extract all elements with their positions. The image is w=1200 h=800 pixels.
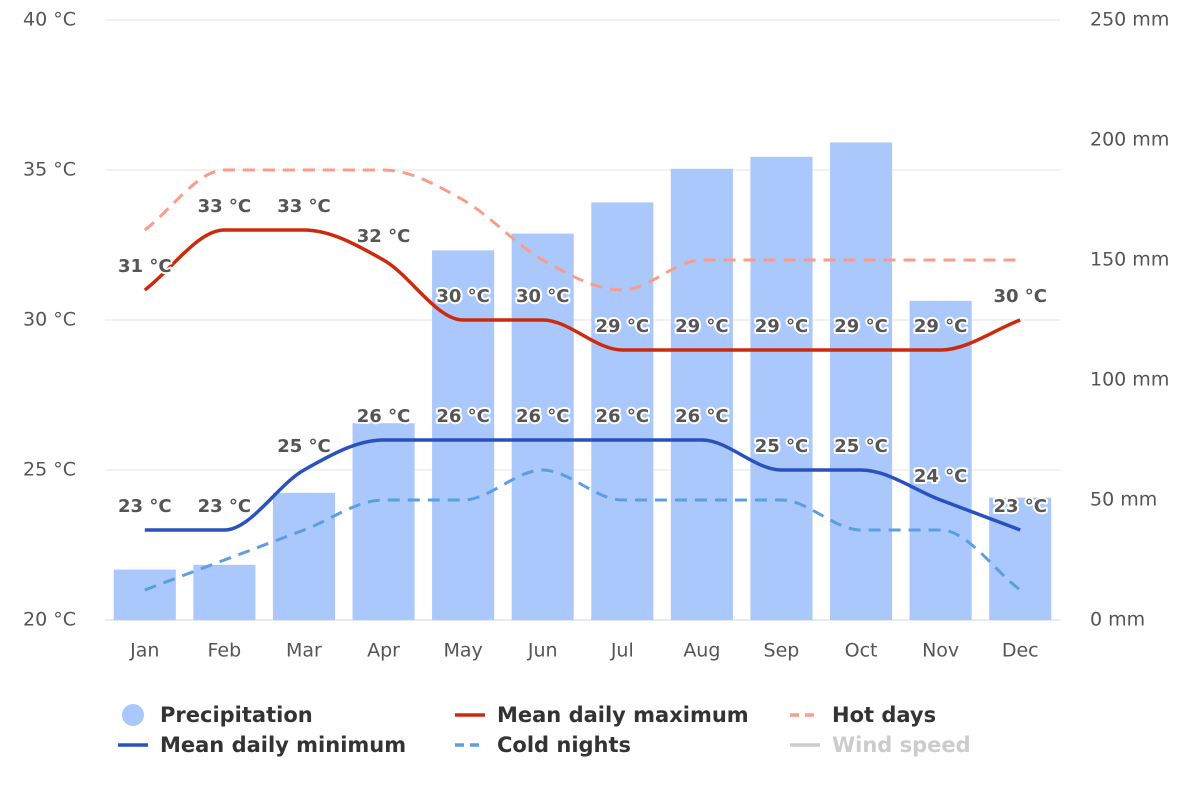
- y-tick-label: 40 °C: [23, 9, 76, 31]
- legend-label[interactable]: Hot days: [832, 703, 936, 727]
- line-series: [144, 468, 1022, 592]
- data-label: 30 °C: [436, 286, 490, 307]
- data-label: 29 °C: [755, 316, 809, 337]
- legend-label[interactable]: Mean daily minimum: [160, 733, 406, 757]
- data-label: 31 °C: [118, 256, 172, 277]
- line-series: [144, 438, 1021, 532]
- y2-tick-label: 250 mm: [1090, 9, 1169, 31]
- bar: [352, 423, 415, 620]
- bar: [272, 492, 335, 620]
- y2-tick-label: 50 mm: [1090, 489, 1157, 511]
- legend-label[interactable]: Wind speed: [832, 733, 971, 757]
- x-tick-label: Jun: [527, 640, 558, 662]
- line-series: [143, 228, 1021, 352]
- data-label: 25 °C: [834, 436, 888, 457]
- bar: [830, 142, 893, 620]
- x-tick-label: Nov: [922, 640, 959, 662]
- bar: [511, 233, 574, 620]
- x-tick-label: Aug: [683, 640, 720, 662]
- data-label: 25 °C: [277, 436, 331, 457]
- y2-tick-label: 200 mm: [1090, 129, 1169, 151]
- y-tick-label: 20 °C: [23, 609, 76, 631]
- x-tick-label: May: [443, 640, 482, 662]
- bar: [193, 564, 256, 620]
- y-tick-label: 25 °C: [23, 459, 76, 481]
- data-label: 23 °C: [198, 496, 252, 517]
- data-label: 33 °C: [198, 196, 252, 217]
- data-label: 26 °C: [357, 406, 411, 427]
- data-label: 25 °C: [755, 436, 809, 457]
- data-label: 30 °C: [516, 286, 570, 307]
- y-tick-label: 35 °C: [23, 159, 76, 181]
- bar: [670, 168, 733, 621]
- data-label: 32 °C: [357, 226, 411, 247]
- y2-tick-label: 150 mm: [1090, 249, 1169, 271]
- legend-label[interactable]: Precipitation: [160, 703, 313, 727]
- bar: [750, 156, 813, 621]
- x-tick-label: Feb: [208, 640, 242, 662]
- data-label: 26 °C: [516, 406, 570, 427]
- bar: [989, 497, 1052, 620]
- legend-label[interactable]: Mean daily maximum: [497, 703, 749, 727]
- data-label: 23 °C: [993, 496, 1047, 517]
- x-tick-label: Dec: [1002, 640, 1039, 662]
- data-label: 29 °C: [914, 316, 968, 337]
- y2-tick-label: 100 mm: [1090, 369, 1169, 391]
- data-label: 24 °C: [914, 466, 968, 487]
- x-tick-label: Oct: [845, 640, 878, 662]
- x-tick-label: Jul: [610, 640, 634, 662]
- data-label: 29 °C: [596, 316, 650, 337]
- data-label: 26 °C: [596, 406, 650, 427]
- legend-symbol: [122, 704, 144, 726]
- data-label: 30 °C: [993, 286, 1047, 307]
- x-tick-label: Apr: [367, 640, 400, 662]
- data-label: 33 °C: [277, 196, 331, 217]
- bar: [909, 300, 972, 620]
- data-label: 29 °C: [675, 316, 729, 337]
- data-label: 23 °C: [118, 496, 172, 517]
- y2-tick-label: 0 mm: [1090, 609, 1145, 631]
- bar: [113, 569, 176, 620]
- legend-label[interactable]: Cold nights: [497, 733, 631, 757]
- x-tick-label: Mar: [286, 640, 322, 662]
- y-tick-label: 30 °C: [23, 309, 76, 331]
- data-label: 26 °C: [436, 406, 490, 427]
- x-tick-label: Sep: [764, 640, 800, 662]
- data-label: 26 °C: [675, 406, 729, 427]
- data-label: 29 °C: [834, 316, 888, 337]
- bar: [591, 202, 654, 620]
- line-series: [143, 168, 1021, 292]
- x-tick-label: Jan: [129, 640, 159, 662]
